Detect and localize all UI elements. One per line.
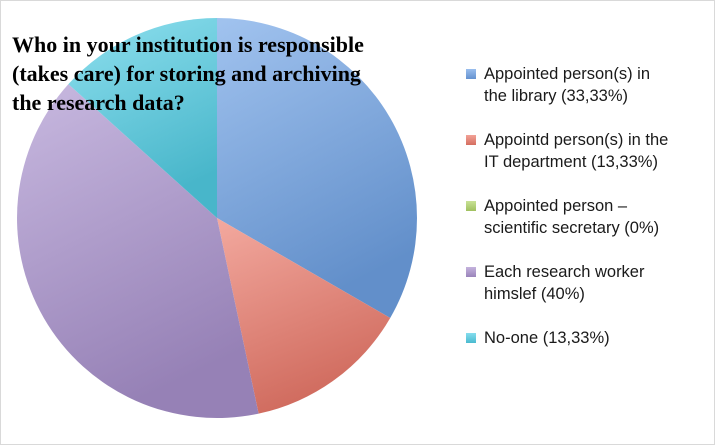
chart-title-line-2: (takes care) for storing and archiving <box>12 61 361 86</box>
chart-title-line-3: the research data? <box>12 90 185 115</box>
legend-label-line-2: IT department (13,33%) <box>484 153 658 171</box>
legend-swatch-library <box>466 69 476 79</box>
pie-chart <box>17 18 418 418</box>
chart-title: Who in your institution is responsible (… <box>12 30 412 117</box>
legend-label-line-1: Each research worker <box>484 263 645 281</box>
legend-swatch-no-one <box>466 333 476 343</box>
pie-slice-research-worker <box>17 84 259 418</box>
legend-swatch-research-worker <box>466 267 476 277</box>
legend-label-line-1: Appointed person(s) in <box>484 65 651 83</box>
pie-slice-no-one <box>68 18 217 218</box>
legend-label-line-2: scientific secretary (0%) <box>484 219 660 237</box>
legend-label-line-2: himslef (40%) <box>484 285 585 303</box>
legend: Appointed person(s) in the library (33,3… <box>466 63 711 393</box>
legend-item-scientific-secretary: Appointed person – scientific secretary … <box>466 195 711 239</box>
chart-title-line-1: Who in your institution is responsible <box>12 32 364 57</box>
pie-slice-it-department <box>217 218 391 414</box>
legend-item-research-worker: Each research worker himslef (40%) <box>466 261 711 305</box>
legend-item-library: Appointed person(s) in the library (33,3… <box>466 63 711 107</box>
legend-item-no-one: No-one (13,33%) <box>466 327 711 371</box>
legend-label-line-2: the library (33,33%) <box>484 87 628 105</box>
legend-label-line-1: Appointd person(s) in the <box>484 131 669 149</box>
legend-label-line-1: Appointed person – <box>484 197 628 215</box>
legend-item-it-department: Appointd person(s) in the IT department … <box>466 129 711 173</box>
legend-swatch-it-department <box>466 135 476 145</box>
legend-label-line-1: No-one (13,33%) <box>484 329 610 347</box>
legend-swatch-scientific-secretary <box>466 201 476 211</box>
pie-slice-library <box>217 18 418 318</box>
pie-slices <box>17 18 418 418</box>
